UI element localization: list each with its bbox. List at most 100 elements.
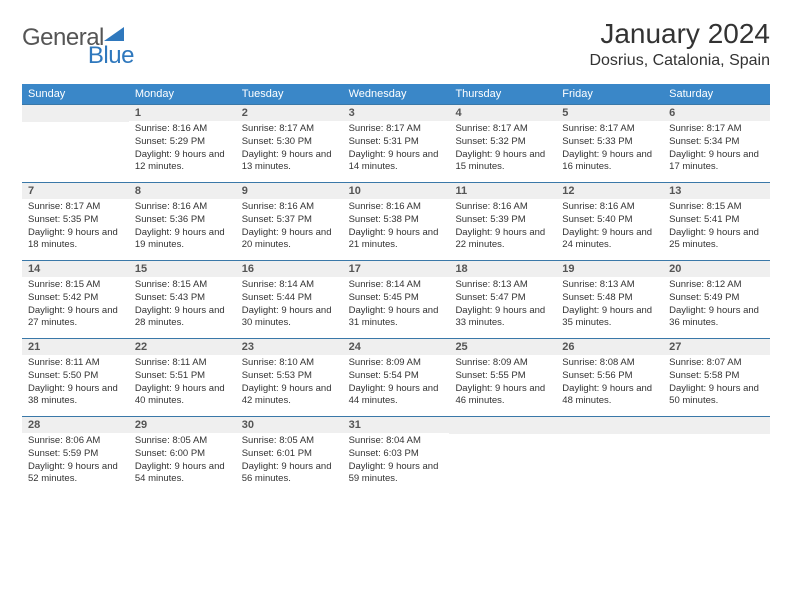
day-number: 28: [22, 417, 129, 433]
day-number: [663, 417, 770, 434]
day-cell: 4Sunrise: 8:17 AMSunset: 5:32 PMDaylight…: [449, 104, 556, 182]
day-cell: 24Sunrise: 8:09 AMSunset: 5:54 PMDayligh…: [343, 338, 450, 416]
day-cell: 15Sunrise: 8:15 AMSunset: 5:43 PMDayligh…: [129, 260, 236, 338]
day-cell: 1Sunrise: 8:16 AMSunset: 5:29 PMDaylight…: [129, 104, 236, 182]
day-details: Sunrise: 8:13 AMSunset: 5:48 PMDaylight:…: [556, 277, 663, 336]
header-row: General Blue January 2024 Dosrius, Catal…: [22, 18, 770, 70]
day-cell: 19Sunrise: 8:13 AMSunset: 5:48 PMDayligh…: [556, 260, 663, 338]
day-number: 8: [129, 183, 236, 199]
day-cell: [449, 416, 556, 494]
day-cell: 30Sunrise: 8:05 AMSunset: 6:01 PMDayligh…: [236, 416, 343, 494]
day-cell: 18Sunrise: 8:13 AMSunset: 5:47 PMDayligh…: [449, 260, 556, 338]
location-line: Dosrius, Catalonia, Spain: [589, 52, 770, 70]
weekday-header-row: SundayMondayTuesdayWednesdayThursdayFrid…: [22, 84, 770, 104]
day-number: 21: [22, 339, 129, 355]
day-details: Sunrise: 8:07 AMSunset: 5:58 PMDaylight:…: [663, 355, 770, 414]
day-cell: 5Sunrise: 8:17 AMSunset: 5:33 PMDaylight…: [556, 104, 663, 182]
weekday-header: Friday: [556, 84, 663, 104]
day-cell: 13Sunrise: 8:15 AMSunset: 5:41 PMDayligh…: [663, 182, 770, 260]
day-cell: 8Sunrise: 8:16 AMSunset: 5:36 PMDaylight…: [129, 182, 236, 260]
month-title: January 2024: [589, 18, 770, 50]
weekday-header: Wednesday: [343, 84, 450, 104]
day-number: [22, 105, 129, 122]
day-number: 16: [236, 261, 343, 277]
title-block: January 2024 Dosrius, Catalonia, Spain: [589, 18, 770, 70]
day-number: 7: [22, 183, 129, 199]
weekday-header: Monday: [129, 84, 236, 104]
day-cell: 21Sunrise: 8:11 AMSunset: 5:50 PMDayligh…: [22, 338, 129, 416]
day-number: 2: [236, 105, 343, 121]
day-number: 30: [236, 417, 343, 433]
day-number: 15: [129, 261, 236, 277]
day-details: Sunrise: 8:08 AMSunset: 5:56 PMDaylight:…: [556, 355, 663, 414]
day-details: Sunrise: 8:17 AMSunset: 5:35 PMDaylight:…: [22, 199, 129, 258]
day-number: 26: [556, 339, 663, 355]
day-number: 14: [22, 261, 129, 277]
day-cell: 6Sunrise: 8:17 AMSunset: 5:34 PMDaylight…: [663, 104, 770, 182]
day-cell: [556, 416, 663, 494]
day-details: Sunrise: 8:04 AMSunset: 6:03 PMDaylight:…: [343, 433, 450, 492]
weekday-header: Sunday: [22, 84, 129, 104]
day-cell: 7Sunrise: 8:17 AMSunset: 5:35 PMDaylight…: [22, 182, 129, 260]
day-cell: 25Sunrise: 8:09 AMSunset: 5:55 PMDayligh…: [449, 338, 556, 416]
weekday-header: Tuesday: [236, 84, 343, 104]
day-details: Sunrise: 8:16 AMSunset: 5:40 PMDaylight:…: [556, 199, 663, 258]
day-details: Sunrise: 8:17 AMSunset: 5:30 PMDaylight:…: [236, 121, 343, 180]
day-details: Sunrise: 8:17 AMSunset: 5:31 PMDaylight:…: [343, 121, 450, 180]
week-row: 28Sunrise: 8:06 AMSunset: 5:59 PMDayligh…: [22, 416, 770, 494]
day-details: Sunrise: 8:17 AMSunset: 5:32 PMDaylight:…: [449, 121, 556, 180]
logo-triangle-icon: [104, 27, 124, 41]
week-row: 1Sunrise: 8:16 AMSunset: 5:29 PMDaylight…: [22, 104, 770, 182]
calendar-grid: SundayMondayTuesdayWednesdayThursdayFrid…: [22, 84, 770, 494]
day-details: Sunrise: 8:14 AMSunset: 5:45 PMDaylight:…: [343, 277, 450, 336]
day-details: Sunrise: 8:05 AMSunset: 6:00 PMDaylight:…: [129, 433, 236, 492]
day-number: 6: [663, 105, 770, 121]
day-details: Sunrise: 8:15 AMSunset: 5:41 PMDaylight:…: [663, 199, 770, 258]
day-number: 9: [236, 183, 343, 199]
day-details: Sunrise: 8:16 AMSunset: 5:29 PMDaylight:…: [129, 121, 236, 180]
week-row: 7Sunrise: 8:17 AMSunset: 5:35 PMDaylight…: [22, 182, 770, 260]
day-details: Sunrise: 8:09 AMSunset: 5:55 PMDaylight:…: [449, 355, 556, 414]
day-cell: 26Sunrise: 8:08 AMSunset: 5:56 PMDayligh…: [556, 338, 663, 416]
day-cell: [663, 416, 770, 494]
day-cell: 10Sunrise: 8:16 AMSunset: 5:38 PMDayligh…: [343, 182, 450, 260]
day-number: 19: [556, 261, 663, 277]
day-cell: 28Sunrise: 8:06 AMSunset: 5:59 PMDayligh…: [22, 416, 129, 494]
day-details: Sunrise: 8:17 AMSunset: 5:33 PMDaylight:…: [556, 121, 663, 180]
day-cell: 31Sunrise: 8:04 AMSunset: 6:03 PMDayligh…: [343, 416, 450, 494]
day-cell: 11Sunrise: 8:16 AMSunset: 5:39 PMDayligh…: [449, 182, 556, 260]
day-details: Sunrise: 8:16 AMSunset: 5:37 PMDaylight:…: [236, 199, 343, 258]
day-cell: 23Sunrise: 8:10 AMSunset: 5:53 PMDayligh…: [236, 338, 343, 416]
week-row: 21Sunrise: 8:11 AMSunset: 5:50 PMDayligh…: [22, 338, 770, 416]
day-cell: 9Sunrise: 8:16 AMSunset: 5:37 PMDaylight…: [236, 182, 343, 260]
day-cell: 3Sunrise: 8:17 AMSunset: 5:31 PMDaylight…: [343, 104, 450, 182]
weekday-header: Saturday: [663, 84, 770, 104]
day-details: Sunrise: 8:12 AMSunset: 5:49 PMDaylight:…: [663, 277, 770, 336]
day-number: 12: [556, 183, 663, 199]
day-number: 5: [556, 105, 663, 121]
day-number: 10: [343, 183, 450, 199]
day-number: 23: [236, 339, 343, 355]
day-cell: 22Sunrise: 8:11 AMSunset: 5:51 PMDayligh…: [129, 338, 236, 416]
day-details: Sunrise: 8:11 AMSunset: 5:50 PMDaylight:…: [22, 355, 129, 414]
day-cell: 16Sunrise: 8:14 AMSunset: 5:44 PMDayligh…: [236, 260, 343, 338]
day-details: Sunrise: 8:13 AMSunset: 5:47 PMDaylight:…: [449, 277, 556, 336]
day-details: Sunrise: 8:15 AMSunset: 5:43 PMDaylight:…: [129, 277, 236, 336]
day-cell: 2Sunrise: 8:17 AMSunset: 5:30 PMDaylight…: [236, 104, 343, 182]
day-details: Sunrise: 8:16 AMSunset: 5:36 PMDaylight:…: [129, 199, 236, 258]
day-number: 11: [449, 183, 556, 199]
day-details: Sunrise: 8:15 AMSunset: 5:42 PMDaylight:…: [22, 277, 129, 336]
day-cell: 17Sunrise: 8:14 AMSunset: 5:45 PMDayligh…: [343, 260, 450, 338]
day-number: 3: [343, 105, 450, 121]
day-number: [449, 417, 556, 434]
day-details: Sunrise: 8:10 AMSunset: 5:53 PMDaylight:…: [236, 355, 343, 414]
day-details: Sunrise: 8:11 AMSunset: 5:51 PMDaylight:…: [129, 355, 236, 414]
week-row: 14Sunrise: 8:15 AMSunset: 5:42 PMDayligh…: [22, 260, 770, 338]
day-details: Sunrise: 8:16 AMSunset: 5:39 PMDaylight:…: [449, 199, 556, 258]
day-details: Sunrise: 8:05 AMSunset: 6:01 PMDaylight:…: [236, 433, 343, 492]
logo-word-blue: Blue: [88, 42, 134, 70]
day-details: Sunrise: 8:14 AMSunset: 5:44 PMDaylight:…: [236, 277, 343, 336]
day-number: 24: [343, 339, 450, 355]
day-number: 17: [343, 261, 450, 277]
day-number: 31: [343, 417, 450, 433]
